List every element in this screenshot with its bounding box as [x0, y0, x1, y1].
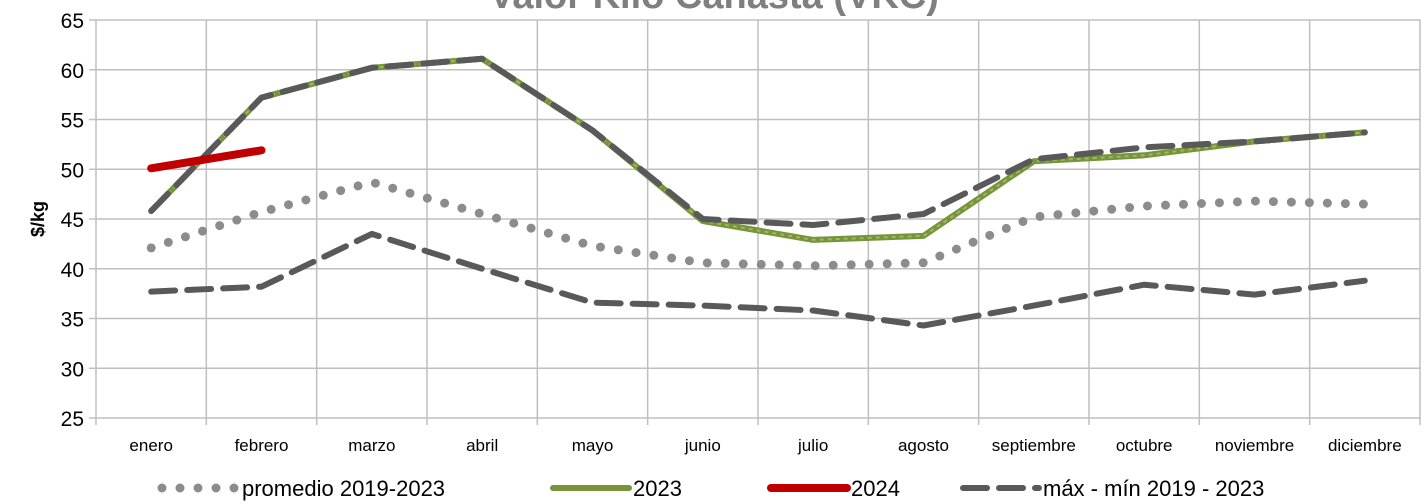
x-tick-label: diciembre	[1328, 436, 1402, 455]
y-tick-label: 40	[61, 259, 84, 282]
x-tick-label: marzo	[348, 436, 395, 455]
series-line-4	[148, 230, 1368, 329]
chart-title: Valor Kilo Canasta (VKC)	[489, 0, 939, 17]
y-tick-label: 55	[61, 110, 84, 133]
x-tick-label: abril	[466, 436, 498, 455]
grid	[89, 19, 1421, 425]
y-axis-ticks: 25 30 35 40 45 50 55 60 65	[61, 10, 84, 431]
legend: promedio 2019-2023 2023 2024 máx - mín 2019…	[157, 476, 1264, 501]
legend-label-1: 2023	[633, 476, 682, 501]
x-tick-label: enero	[129, 436, 172, 455]
x-tick-label: junio	[684, 436, 721, 455]
series-line-3	[148, 55, 1368, 228]
series-lines	[146, 55, 1370, 329]
legend-label-3: máx - mín 2019 - 2023	[1043, 476, 1264, 501]
y-tick-label: 35	[61, 309, 84, 332]
x-tick-label: octubre	[1116, 436, 1173, 455]
legend-label-0: promedio 2019-2023	[242, 476, 445, 501]
x-tick-label: febrero	[235, 436, 289, 455]
series-line-1-overlay	[150, 57, 1365, 241]
legend-label-2: 2024	[851, 476, 900, 501]
y-tick-label: 50	[61, 159, 84, 182]
y-tick-label: 25	[61, 408, 84, 431]
x-tick-label: agosto	[898, 436, 949, 455]
y-axis-label: $/kg	[28, 201, 48, 237]
y-tick-label: 65	[61, 10, 84, 33]
x-tick-label: julio	[797, 436, 828, 455]
y-tick-label: 30	[61, 358, 84, 381]
x-tick-label: noviembre	[1215, 436, 1294, 455]
x-tick-label: septiembre	[992, 436, 1076, 455]
y-tick-label: 45	[61, 209, 84, 232]
series-line-2	[147, 146, 266, 173]
y-tick-label: 60	[61, 60, 84, 83]
x-tick-label: mayo	[572, 436, 614, 455]
series-line-0	[146, 177, 1370, 271]
x-axis-ticks: enero febrero marzo abril mayo junio julio agos…	[129, 436, 1401, 455]
